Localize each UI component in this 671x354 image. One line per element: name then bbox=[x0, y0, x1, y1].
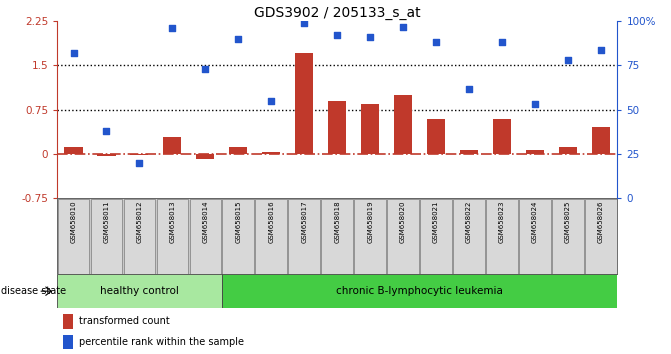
Bar bbox=[328, 101, 346, 154]
Point bbox=[464, 86, 474, 91]
Bar bbox=[387, 199, 419, 274]
Bar bbox=[552, 199, 584, 274]
Bar bbox=[354, 199, 386, 274]
Text: GSM658010: GSM658010 bbox=[70, 200, 76, 243]
Text: GSM658015: GSM658015 bbox=[236, 200, 242, 243]
Bar bbox=[62, 335, 72, 349]
Text: GSM658019: GSM658019 bbox=[367, 200, 373, 243]
Bar bbox=[58, 199, 89, 274]
Text: GSM658011: GSM658011 bbox=[103, 200, 109, 243]
Bar bbox=[262, 152, 280, 154]
Bar bbox=[526, 150, 544, 154]
Bar bbox=[57, 274, 222, 308]
Bar bbox=[91, 199, 122, 274]
Point bbox=[365, 34, 376, 40]
Bar bbox=[486, 199, 518, 274]
Text: GSM658021: GSM658021 bbox=[433, 200, 439, 243]
Point bbox=[68, 50, 79, 56]
Bar bbox=[453, 199, 485, 274]
Text: GSM658013: GSM658013 bbox=[169, 200, 175, 243]
Bar bbox=[229, 147, 248, 154]
Bar bbox=[197, 154, 215, 159]
Point bbox=[101, 128, 112, 134]
Point bbox=[266, 98, 276, 104]
Text: GSM658020: GSM658020 bbox=[400, 200, 406, 243]
Text: GSM658023: GSM658023 bbox=[499, 200, 505, 243]
Text: GSM658022: GSM658022 bbox=[466, 200, 472, 243]
Bar bbox=[123, 199, 155, 274]
Bar bbox=[585, 199, 617, 274]
Title: GDS3902 / 205133_s_at: GDS3902 / 205133_s_at bbox=[254, 6, 421, 20]
Point bbox=[595, 47, 606, 52]
Bar bbox=[427, 119, 445, 154]
Point bbox=[233, 36, 244, 42]
Text: percentile rank within the sample: percentile rank within the sample bbox=[79, 337, 244, 347]
Point bbox=[332, 33, 343, 38]
Bar bbox=[420, 199, 452, 274]
Bar bbox=[321, 199, 353, 274]
Text: GSM658024: GSM658024 bbox=[532, 200, 538, 243]
Text: GSM658025: GSM658025 bbox=[565, 200, 571, 243]
Bar bbox=[256, 199, 287, 274]
Bar bbox=[64, 147, 83, 154]
Bar bbox=[592, 127, 610, 154]
Point bbox=[497, 40, 507, 45]
Point bbox=[529, 102, 540, 107]
Text: GSM658017: GSM658017 bbox=[301, 200, 307, 243]
Point bbox=[167, 25, 178, 31]
Point bbox=[299, 20, 309, 26]
Point bbox=[200, 66, 211, 72]
Text: GSM658026: GSM658026 bbox=[598, 200, 604, 243]
Bar bbox=[130, 154, 148, 155]
Text: GSM658014: GSM658014 bbox=[203, 200, 209, 243]
Bar bbox=[361, 104, 379, 154]
Text: transformed count: transformed count bbox=[79, 316, 170, 326]
Bar bbox=[62, 314, 72, 329]
Text: GSM658016: GSM658016 bbox=[268, 200, 274, 243]
Bar bbox=[460, 150, 478, 154]
Bar bbox=[223, 199, 254, 274]
Point bbox=[398, 24, 409, 29]
Text: chronic B-lymphocytic leukemia: chronic B-lymphocytic leukemia bbox=[336, 286, 503, 296]
Bar bbox=[394, 95, 412, 154]
Text: healthy control: healthy control bbox=[100, 286, 179, 296]
Bar bbox=[189, 199, 221, 274]
Text: GSM658018: GSM658018 bbox=[334, 200, 340, 243]
Point bbox=[431, 40, 442, 45]
Bar bbox=[519, 199, 551, 274]
Point bbox=[134, 160, 145, 166]
Bar bbox=[156, 199, 188, 274]
Point bbox=[562, 57, 573, 63]
Bar bbox=[222, 274, 617, 308]
Bar bbox=[97, 154, 115, 156]
Text: GSM658012: GSM658012 bbox=[136, 200, 142, 243]
Bar bbox=[289, 199, 320, 274]
Bar bbox=[163, 137, 181, 154]
Bar bbox=[493, 119, 511, 154]
Bar bbox=[295, 52, 313, 154]
Bar bbox=[559, 147, 577, 154]
Text: disease state: disease state bbox=[1, 286, 66, 296]
